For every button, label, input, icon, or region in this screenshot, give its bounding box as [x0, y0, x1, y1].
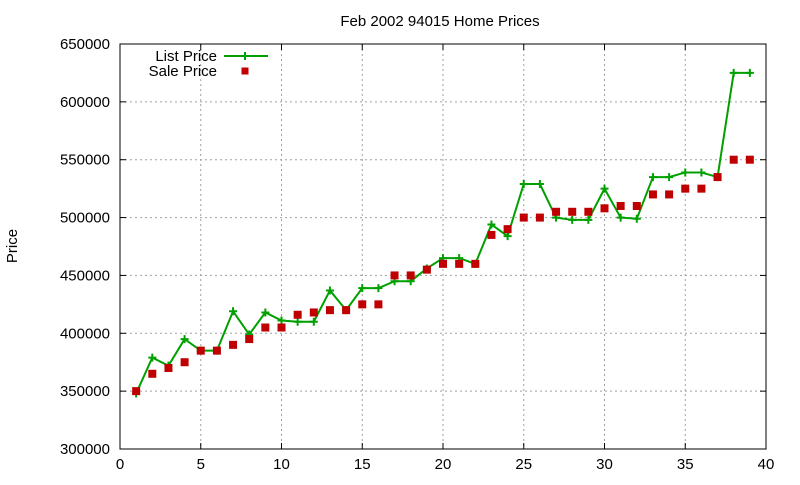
legend-label-sale-price: Sale Price	[149, 63, 217, 80]
sale-price-point	[212, 346, 221, 355]
sale-price-point	[487, 230, 496, 239]
list-price-point	[616, 213, 625, 222]
list-price-point	[487, 220, 496, 229]
y-tick-label: 600000	[60, 94, 110, 111]
y-tick-label: 500000	[60, 210, 110, 227]
list-price-point	[568, 215, 577, 224]
y-tick-label: 650000	[60, 36, 110, 53]
sale-price-point	[180, 358, 189, 367]
sale-price-point	[455, 259, 464, 268]
y-tick-label: 300000	[60, 441, 110, 458]
sale-price-point	[616, 202, 625, 210]
sale-price-point	[745, 155, 754, 164]
x-tick-label: 5	[197, 456, 205, 473]
sale-price-point	[729, 155, 738, 164]
legend-marker-list-price	[241, 52, 249, 60]
list-price-point	[681, 168, 690, 177]
list-price-point	[261, 308, 270, 317]
sale-price-point	[196, 346, 205, 355]
sale-price-point	[568, 207, 577, 216]
sale-price-point	[132, 387, 141, 396]
sale-price-point	[148, 369, 157, 378]
sale-price-point	[584, 207, 593, 216]
axis-ticks: 0 5 10 15 20 25 30 35 40 300000 350000 400000 450000…	[60, 36, 774, 473]
sale-price-point	[422, 265, 431, 274]
sale-price-point	[164, 364, 173, 372]
sale-price-point	[229, 340, 238, 349]
list-price-point	[729, 68, 738, 77]
series-layer	[132, 68, 754, 398]
sale-price-point	[713, 173, 722, 182]
sale-price-point	[390, 271, 399, 280]
list-price-point	[374, 284, 383, 293]
x-tick-label: 10	[273, 456, 290, 473]
sale-price-point	[552, 207, 561, 216]
list-price-point	[277, 316, 286, 325]
list-price-point	[600, 184, 609, 193]
y-tick-label: 450000	[60, 267, 110, 284]
list-price-point	[229, 307, 238, 316]
sale-price-point	[503, 225, 512, 234]
sale-price-point	[342, 306, 351, 315]
list-price-point	[148, 353, 157, 362]
y-tick-label: 400000	[60, 325, 110, 342]
sale-price-point	[519, 213, 528, 222]
x-tick-label: 30	[596, 456, 613, 473]
legend-marker-sale-price	[241, 67, 249, 75]
plot-frame	[119, 43, 767, 450]
sale-price-point	[697, 184, 706, 193]
list-price-point	[293, 317, 302, 326]
sale-price-point	[535, 213, 544, 222]
sale-price-point	[309, 308, 318, 317]
list-price-point	[648, 173, 657, 182]
x-tick-label: 40	[758, 456, 775, 473]
y-tick-label: 550000	[60, 152, 110, 169]
sale-price-point	[261, 323, 270, 332]
list-price-point	[309, 317, 318, 326]
list-price-point	[519, 180, 528, 189]
sale-price-point	[293, 310, 302, 319]
sale-price-point	[681, 184, 690, 193]
x-tick-label: 25	[515, 456, 532, 473]
list-price-point	[632, 214, 641, 223]
legend: List Price Sale Price	[149, 48, 268, 80]
chart-title: Feb 2002 94015 Home Prices	[340, 13, 539, 30]
y-axis-label: Price	[4, 229, 21, 263]
list-price-point	[325, 286, 334, 295]
sale-price-point	[632, 202, 641, 210]
sale-price-point	[439, 259, 447, 268]
sale-price-point	[277, 323, 286, 332]
list-price-point	[745, 68, 754, 77]
sale-price-point	[648, 190, 657, 199]
sale-price-point	[325, 306, 334, 315]
list-price-point	[535, 180, 544, 189]
legend-label-list-price: List Price	[155, 48, 217, 65]
list-price-point	[697, 168, 706, 177]
list-price-point	[180, 335, 189, 344]
list-price-point	[358, 284, 367, 293]
sale-price-point	[374, 300, 383, 309]
sale-price-point	[665, 190, 674, 199]
list-price-point	[584, 215, 593, 224]
sale-price-point	[245, 335, 254, 344]
list-price-point	[665, 173, 674, 182]
sale-price-point	[406, 271, 415, 280]
sale-price-point	[600, 204, 609, 213]
x-tick-label: 35	[677, 456, 694, 473]
list-price-point	[503, 232, 512, 241]
y-tick-label: 350000	[60, 383, 110, 400]
x-tick-label: 20	[435, 456, 452, 473]
sale-price-point	[471, 259, 480, 268]
x-tick-label: 15	[354, 456, 371, 473]
sale-price-point	[358, 300, 367, 309]
x-tick-label: 0	[116, 456, 124, 473]
